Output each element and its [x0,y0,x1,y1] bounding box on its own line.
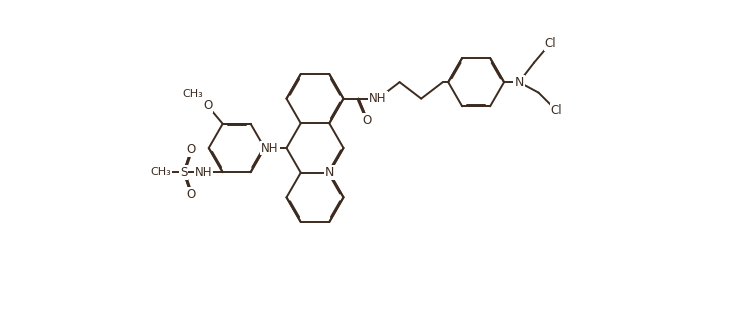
Text: NH: NH [369,92,387,105]
Text: O: O [203,99,212,112]
Text: NH: NH [195,166,212,179]
Text: O: O [186,143,196,156]
Text: N: N [514,76,524,89]
Text: O: O [363,114,372,127]
Text: CH₃: CH₃ [182,89,203,99]
Text: O: O [186,188,196,201]
Text: Cl: Cl [551,104,562,117]
Text: S: S [180,166,187,179]
Text: N: N [325,166,334,179]
Text: Cl: Cl [545,37,556,50]
Text: CH₃: CH₃ [151,167,172,177]
Text: NH: NH [261,142,279,154]
